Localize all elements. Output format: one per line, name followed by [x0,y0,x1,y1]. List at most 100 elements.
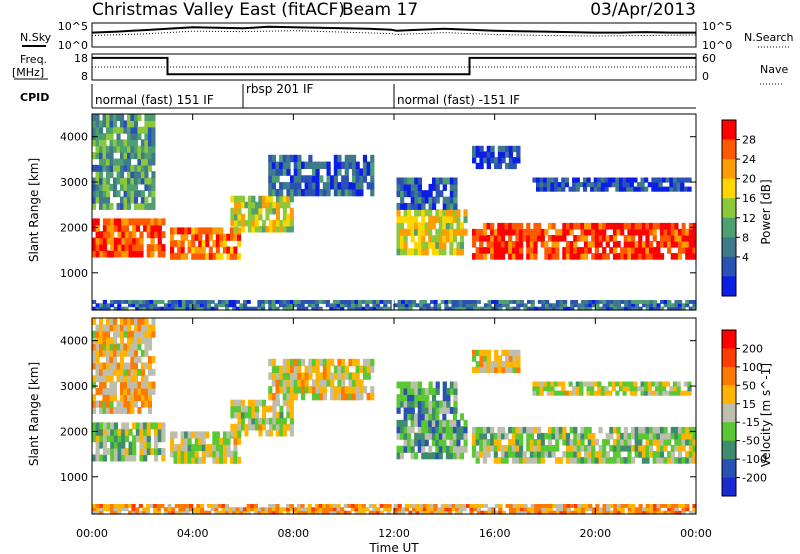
velocity-cell [516,510,521,515]
power-cell [486,157,491,164]
velocity-cell [442,419,447,427]
velocity-cell [623,439,628,446]
power-cell [587,222,592,230]
power-cell [301,175,306,183]
power-cell [652,247,657,254]
velocity-cell [300,510,305,515]
velocity-cell [490,439,495,446]
velocity-cell [634,451,639,458]
velocity-cell [297,386,302,394]
power-cell [438,235,443,243]
power-cell [400,222,405,230]
power-cell [187,227,192,235]
velocity-cell [282,392,287,401]
velocity-cell [308,365,313,373]
power-cell [576,253,581,260]
velocity-cell [300,507,305,512]
power-cell [654,182,660,188]
velocity-cell [491,507,496,512]
velocity-cell [453,400,458,408]
velocity-cell [532,390,537,396]
velocity-cell [376,507,381,512]
power-cell [569,222,574,230]
power-cell [171,300,176,304]
velocity-cell [137,381,142,389]
velocity-cell [688,439,693,446]
power-cell [588,303,593,308]
velocity-cell [226,431,231,439]
velocity-cell [638,426,643,434]
velocity-cell [240,417,245,425]
velocity-cell [301,358,306,367]
velocity-cell [396,419,401,427]
power-cell [540,241,545,248]
velocity-cell [140,349,145,357]
power-cell [146,231,151,239]
velocity-cell [486,349,491,357]
power-cell [189,303,194,308]
power-cell [417,202,422,210]
power-colorbar-tick-label: 16 [742,192,756,205]
power-cell [508,228,513,236]
velocity-cell [113,362,118,370]
velocity-cell [396,406,401,414]
velocity-cell [109,406,114,414]
power-cell [537,306,542,311]
velocity-cell [417,394,422,402]
velocity-cell [322,504,327,508]
power-cell [546,186,551,192]
velocity-cell [370,365,375,373]
power-cell [109,120,114,128]
power-cell [92,126,97,134]
velocity-cell [692,439,697,446]
velocity-cell [95,422,100,430]
power-cell [147,114,152,121]
power-cell [120,114,125,121]
power-cell [124,306,129,311]
velocity-cell [590,381,595,387]
velocity-cell [403,400,408,408]
power-cell [580,247,585,254]
velocity-cell [343,510,348,515]
power-cell [645,228,650,236]
velocity-cell [161,435,166,443]
velocity-cell [482,451,488,458]
power-cell [318,306,323,311]
power-cell [99,158,104,166]
power-cell [301,188,306,197]
velocity-cell [403,406,408,414]
power-cell [566,306,571,311]
velocity-cell [340,507,345,512]
velocity-cell [154,454,159,462]
power-cell [609,247,614,254]
power-cell [396,235,401,243]
velocity-cell [400,452,405,460]
velocity-cell [456,445,461,453]
power-cell [473,303,478,308]
power-cell [685,235,690,242]
power-cell [124,300,129,304]
power-cell [296,300,302,304]
velocity-cell [187,437,192,445]
power-cell [680,177,685,183]
velocity-cell [254,423,259,431]
velocity-cell [344,392,349,401]
power-cell [268,188,273,197]
velocity-cell [452,426,457,434]
velocity-cell [293,372,298,380]
power-cell [404,300,409,304]
power-cell [569,228,574,236]
velocity-cell [184,456,189,464]
power-cell [268,182,273,190]
velocity-cell [171,510,176,515]
velocity-cell [435,432,440,440]
velocity-cell [493,432,498,440]
power-cell [396,228,401,236]
velocity-cell [587,439,592,446]
velocity-cell [123,343,128,351]
power-cell [275,201,280,209]
velocity-cell [102,504,107,508]
power-cell [529,228,534,236]
power-cell [437,306,442,311]
velocity-cell [573,507,578,512]
